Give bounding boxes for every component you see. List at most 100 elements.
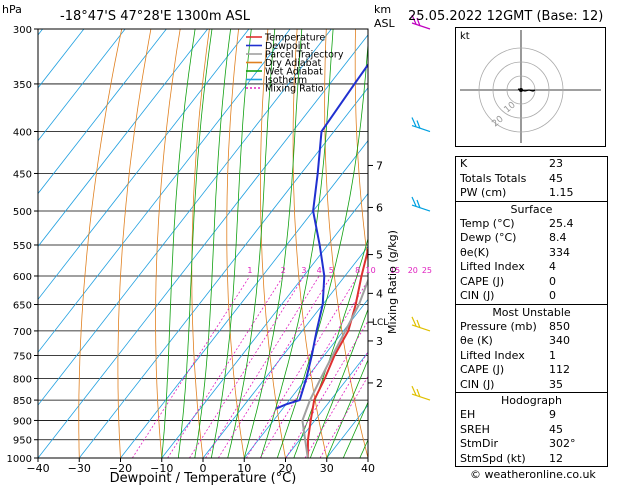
- surface-row: Temp (°C) 25.4: [460, 216, 574, 230]
- mu-row: CIN (J) 35: [460, 377, 563, 391]
- wind-barb: [411, 22, 431, 30]
- dry-adiabat: [117, 29, 152, 458]
- temperature-trace: [306, 245, 368, 458]
- index-row: K 23: [460, 157, 563, 170]
- km-tick-label: 5: [376, 249, 383, 262]
- isotherm: [38, 34, 368, 458]
- mu-row: θe (K) 340: [460, 334, 570, 347]
- pressure-tick-label: 900: [13, 416, 32, 427]
- mixing-ratio-label: 4: [317, 266, 322, 275]
- isotherm: [38, 29, 167, 195]
- mixing-ratio-label: 25: [422, 266, 432, 275]
- wind-barb-flag: [411, 385, 417, 396]
- date-title: 25.05.2022 12GMT (Base: 12): [408, 9, 603, 24]
- hodograph: kt 20 10: [455, 27, 606, 147]
- pressure-tick-label: 300: [13, 25, 32, 36]
- mixing-ratio-line: [205, 275, 320, 458]
- surface-section: Surface Temp (°C) 25.4 Dewp (°C) 8.4 θe(K)…: [456, 200, 607, 304]
- mixing-ratio-label: 8: [355, 266, 360, 275]
- legend-label: Temperature: [264, 33, 325, 44]
- wet-adiabat: [194, 29, 231, 458]
- temperature-axis: −40 −30 −20 −10 0 10 20 30 40: [26, 458, 375, 475]
- dry-adiabat: [155, 29, 181, 458]
- wind-barb: [411, 124, 431, 133]
- wet-adiabat: [342, 401, 368, 458]
- mixing-ratio-line: [246, 275, 359, 458]
- isotherm: [38, 29, 208, 248]
- wind-barb-flag: [411, 117, 417, 127]
- hodograph-stats-section: Hodograph EH 9 SREH 45 StmDir 302° StmSpd (…: [456, 392, 607, 466]
- legend-label: Isotherm: [265, 75, 307, 86]
- km-axis: 7 6 5 4 3 2 LCL: [368, 159, 388, 390]
- mixing-ratio-label: 3: [301, 266, 306, 275]
- wet-adiabat: [210, 29, 252, 458]
- pressure-tick-label: 650: [13, 301, 32, 312]
- isotherm: [202, 245, 368, 458]
- wind-barb: [411, 324, 431, 332]
- pressure-tick-label: 1000: [7, 454, 32, 465]
- wet-adiabat: [227, 29, 276, 458]
- temperature-tick-label: 10: [237, 462, 251, 475]
- pressure-axis: 300 350 400 450 500 550 600 650 700 750 800 850 900 9…: [7, 25, 38, 465]
- location-title: -18°47'S 47°28'E 1300m ASL: [60, 9, 251, 24]
- surface-row: CAPE (J) 0: [460, 274, 556, 288]
- mu-row: CAPE (J) 112: [460, 363, 570, 376]
- wind-barb: [411, 393, 431, 401]
- wet-adiabat: [276, 39, 368, 458]
- surface-row: Lifted Index 4: [460, 260, 556, 273]
- pressure-tick-label: 850: [13, 396, 32, 407]
- temperature-tick-label: −10: [150, 462, 173, 475]
- asl-label: ASL: [374, 17, 396, 30]
- wind-barb-flag: [416, 319, 421, 329]
- hodograph-ring: [478, 47, 564, 133]
- mixing-ratio-label: 1: [247, 266, 252, 275]
- mixing-ratio-label: 10: [366, 266, 376, 275]
- isotherm: [120, 140, 368, 458]
- km-tick-label: 6: [376, 201, 383, 214]
- isotherm: [285, 351, 368, 458]
- isotherm: [161, 192, 368, 458]
- wind-barb-flag: [411, 316, 417, 327]
- mixing-ratio-label: 15: [390, 266, 400, 275]
- most-unstable-section: Most Unstable Pressure (mb) 850 θe (K) 340…: [456, 303, 607, 393]
- wind-barb-flag: [416, 120, 421, 129]
- wind-barb-flag: [411, 196, 417, 207]
- mixing-ratio-label: 2: [281, 266, 286, 275]
- grid-lines: [38, 29, 629, 458]
- temperature-tick-label: −40: [26, 462, 49, 475]
- most-unstable-title: Most Unstable: [492, 305, 571, 319]
- dry-adiabat: [78, 29, 123, 458]
- dry-adiabat: [324, 29, 368, 458]
- mixing-ratio-label: 5: [329, 266, 334, 275]
- legend-label: Parcel Trajectory: [265, 50, 344, 61]
- surface-row: CIN (J) 0: [460, 289, 556, 302]
- isotherm: [243, 298, 368, 458]
- mixing-ratio-line: [319, 375, 368, 458]
- pressure-tick-label: 750: [13, 351, 32, 362]
- pressure-tick-label: 550: [13, 241, 32, 252]
- mixing-ratio-labels: 1 2 3 4 5 8 10 15 20 25: [247, 266, 432, 275]
- index-row: Totals Totals 45: [460, 171, 563, 185]
- km-tick-label: 3: [376, 335, 383, 348]
- km-tick-label: 7: [376, 159, 383, 172]
- legend-label: Dry Adiabat: [265, 58, 322, 69]
- km-tick-label: 2: [376, 377, 383, 390]
- dry-adiabat: [191, 29, 210, 458]
- dry-adiabat: [354, 29, 368, 265]
- wet-adiabat: [260, 29, 334, 458]
- mixing-ratio-line: [259, 279, 368, 458]
- surface-title: Surface: [510, 202, 553, 216]
- hodo-row: SREH 45: [460, 422, 563, 436]
- temperature-tick-label: 0: [200, 462, 207, 475]
- pressure-tick-label: 500: [13, 207, 32, 218]
- temperature-tick-label: −20: [109, 462, 132, 475]
- temperature-tick-label: 20: [279, 462, 293, 475]
- dry-adiabat: [619, 29, 629, 458]
- lcl-label: LCL: [372, 318, 388, 328]
- mu-row: Pressure (mb) 850: [460, 319, 570, 333]
- hodograph-kt-label: kt: [460, 31, 470, 42]
- pressure-tick-label: 400: [13, 128, 32, 139]
- wet-adiabat: [326, 358, 368, 458]
